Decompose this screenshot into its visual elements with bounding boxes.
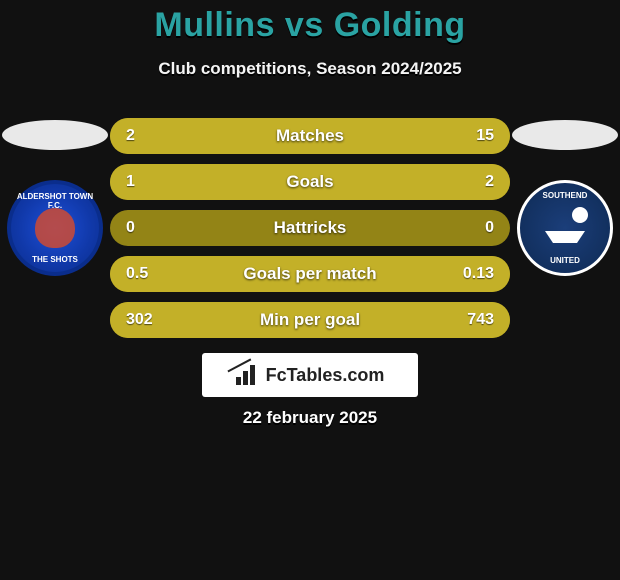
brand-text: FcTables.com xyxy=(266,365,385,386)
stat-label: Min per goal xyxy=(110,310,510,330)
date-label: 22 february 2025 xyxy=(0,408,620,428)
badge-text-top: SOUTHEND xyxy=(520,191,610,200)
stat-row: 0.5Goals per match0.13 xyxy=(110,256,510,292)
stat-label: Matches xyxy=(110,126,510,146)
stat-row: 302Min per goal743 xyxy=(110,302,510,338)
stat-value-right: 0 xyxy=(485,219,494,237)
stat-row: 1Goals2 xyxy=(110,164,510,200)
stat-value-right: 743 xyxy=(467,311,494,329)
stat-label: Goals xyxy=(110,172,510,192)
subtitle: Club competitions, Season 2024/2025 xyxy=(0,59,620,79)
badge-text-bottom: UNITED xyxy=(520,256,610,265)
stat-value-right: 2 xyxy=(485,173,494,191)
stat-row: 0Hattricks0 xyxy=(110,210,510,246)
left-club-badge: ALDERSHOT TOWN F.C. THE SHOTS xyxy=(7,180,103,276)
stat-label: Goals per match xyxy=(110,264,510,284)
left-player-column: ALDERSHOT TOWN F.C. THE SHOTS xyxy=(0,100,110,276)
player-avatar-placeholder xyxy=(2,120,108,150)
lion-icon xyxy=(35,208,75,248)
stat-label: Hattricks xyxy=(110,218,510,238)
stat-row: 2Matches15 xyxy=(110,118,510,154)
page-title: Mullins vs Golding xyxy=(0,6,620,45)
chart-icon xyxy=(236,365,260,385)
player-avatar-placeholder xyxy=(512,120,618,150)
stat-value-right: 0.13 xyxy=(463,265,494,283)
stats-container: 2Matches151Goals20Hattricks00.5Goals per… xyxy=(110,118,510,348)
brand-badge: FcTables.com xyxy=(202,353,418,397)
stat-value-right: 15 xyxy=(476,127,494,145)
right-player-column: SOUTHEND UNITED xyxy=(510,100,620,276)
badge-text-bottom: THE SHOTS xyxy=(11,255,99,264)
comparison-card: Mullins vs Golding Club competitions, Se… xyxy=(0,0,620,440)
ship-icon xyxy=(540,213,590,243)
right-club-badge: SOUTHEND UNITED xyxy=(517,180,613,276)
